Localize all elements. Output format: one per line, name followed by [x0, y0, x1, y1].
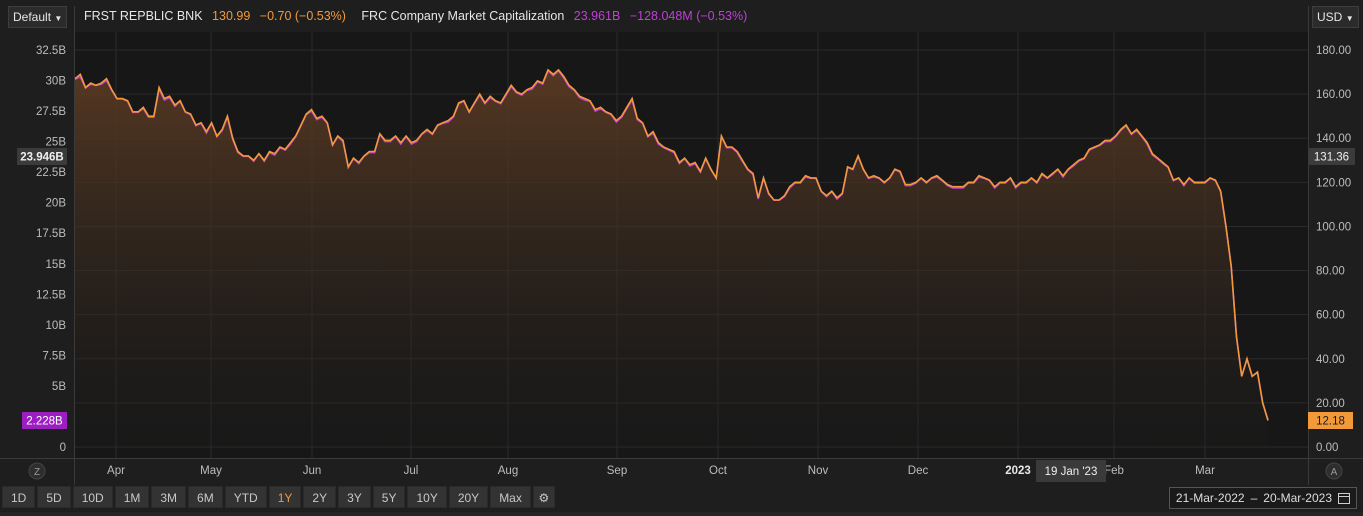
svg-text:Z: Z: [34, 467, 40, 478]
last-price-label: 12.18: [1308, 412, 1353, 429]
x-tick-label: Aug: [498, 465, 518, 477]
left-tick-label: 32.5B: [36, 45, 66, 57]
price-series-line: [74, 68, 1269, 421]
date-range-start: 21-Mar-2022: [1175, 491, 1245, 505]
min-mcap-label: 2.228B: [22, 412, 67, 429]
x-tick-label: Nov: [808, 465, 829, 477]
svg-text:A: A: [1331, 467, 1338, 478]
right-tick-label: 40.00: [1316, 354, 1345, 366]
svg-text:131.36: 131.36: [1314, 152, 1349, 164]
x-tick-label: 2023: [1005, 465, 1031, 477]
x-tick-label: Sep: [607, 465, 627, 477]
layout-dropdown-label: Default: [13, 10, 52, 24]
x-axis-ticks: Apr May Jun Jul Aug Sep Oct Nov Dec 2023 Feb Mar: [107, 465, 1215, 477]
left-tick-label: 5B: [52, 381, 66, 393]
svg-text:2.228B: 2.228B: [26, 416, 63, 428]
price-change: −0.70 (−0.53%): [259, 9, 346, 23]
x-tick-label: Mar: [1195, 465, 1215, 477]
calendar-icon: [1338, 492, 1350, 504]
bottom-strip: [0, 512, 1363, 516]
right-tick-label: 60.00: [1316, 310, 1345, 322]
range-button-max[interactable]: Max: [490, 486, 531, 508]
autoscale-right-button[interactable]: A: [1325, 462, 1343, 480]
chevron-down-icon: ▼: [54, 14, 63, 23]
current-mcap-label: 23.946B: [17, 148, 67, 165]
left-tick-label: 30B: [46, 76, 67, 88]
left-tick-label: 27.5B: [36, 106, 66, 118]
x-tick-label: Dec: [908, 465, 929, 477]
x-tick-label: Apr: [107, 465, 125, 477]
left-tick-label: 22.5B: [36, 167, 66, 179]
date-range-picker[interactable]: 21-Mar-2022 – 20-Mar-2023: [1168, 487, 1357, 509]
right-tick-label: 80.00: [1316, 266, 1345, 278]
right-tick-label: 180.00: [1316, 45, 1351, 57]
left-tick-label: 12.5B: [36, 289, 66, 301]
currency-dropdown-label: USD: [1317, 10, 1343, 24]
mcap-label: FRC Company Market Capitalization: [361, 9, 565, 23]
range-button-6m[interactable]: 6M: [188, 486, 223, 508]
chart[interactable]: 32.5B 30B 27.5B 25B 22.5B 20B 17.5B 15B 12.5B 10B…: [0, 0, 1363, 485]
range-toolbar: 1D 5D 10D 1M 3M 6M YTD 1Y 2Y 3Y 5Y 10Y 20Y Max ⚙: [0, 485, 555, 509]
current-price-label: 131.36: [1308, 148, 1355, 165]
currency-dropdown[interactable]: USD ▼: [1312, 6, 1359, 28]
right-tick-label: 20.00: [1316, 398, 1345, 410]
x-tick-label: Jul: [404, 465, 419, 477]
left-tick-label: 10B: [46, 320, 67, 332]
chevron-down-icon: ▼: [1345, 14, 1354, 23]
left-tick-label: 0: [60, 442, 66, 454]
svg-text:23.946B: 23.946B: [20, 152, 63, 164]
price-area-fill: [75, 69, 1268, 448]
range-button-5d[interactable]: 5D: [37, 486, 71, 508]
left-tick-label: 7.5B: [42, 350, 66, 362]
date-range-separator: –: [1250, 491, 1258, 505]
right-tick-label: 120.00: [1316, 177, 1351, 189]
right-tick-label: 160.00: [1316, 89, 1351, 101]
layout-dropdown[interactable]: Default ▼: [8, 6, 68, 28]
range-button-10y[interactable]: 10Y: [407, 486, 447, 508]
x-tick-label: Feb: [1104, 465, 1124, 477]
crosshair-date-label: 19 Jan '23: [1036, 460, 1106, 482]
right-tick-label: 100.00: [1316, 221, 1351, 233]
range-button-10d[interactable]: 10D: [72, 486, 113, 508]
x-tick-label: Oct: [709, 465, 728, 477]
mcap-value: 23.961B: [573, 9, 621, 23]
gear-icon[interactable]: ⚙: [532, 486, 555, 508]
left-tick-label: 15B: [46, 259, 67, 271]
legend: FRST REPBLIC BNK 130.99 −0.70 (−0.53%) F…: [84, 9, 753, 23]
zoom-left-button[interactable]: Z: [28, 462, 46, 480]
date-range-end: 20-Mar-2023: [1263, 491, 1332, 505]
range-button-1y[interactable]: 1Y: [268, 486, 302, 508]
range-button-5y[interactable]: 5Y: [372, 486, 406, 508]
left-tick-label: 20B: [46, 198, 67, 210]
security-name: FRST REPBLIC BNK: [84, 9, 203, 23]
price-value: 130.99: [212, 9, 251, 23]
left-tick-label: 17.5B: [36, 228, 66, 240]
x-tick-label: Jun: [303, 465, 322, 477]
right-tick-label: 140.00: [1316, 133, 1351, 145]
right-axis-ticks: 180.00 160.00 140.00 120.00 100.00 80.00 60.00…: [1316, 45, 1351, 454]
range-button-20y[interactable]: 20Y: [448, 486, 489, 508]
range-button-3m[interactable]: 3M: [151, 486, 187, 508]
range-button-1d[interactable]: 1D: [2, 486, 36, 508]
x-tick-label: May: [200, 465, 222, 477]
svg-text:12.18: 12.18: [1316, 416, 1345, 428]
range-button-ytd[interactable]: YTD: [224, 486, 267, 508]
left-tick-label: 25B: [46, 137, 67, 149]
svg-text:19 Jan '23: 19 Jan '23: [1045, 466, 1098, 478]
range-button-1m[interactable]: 1M: [114, 486, 150, 508]
right-tick-label: 0.00: [1316, 442, 1338, 454]
mcap-change: −128.048M (−0.53%): [629, 9, 748, 23]
left-axis-ticks: 32.5B 30B 27.5B 25B 22.5B 20B 17.5B 15B 12.5B 10B…: [36, 45, 66, 454]
range-button-3y[interactable]: 3Y: [338, 486, 371, 508]
range-button-2y[interactable]: 2Y: [303, 486, 337, 508]
